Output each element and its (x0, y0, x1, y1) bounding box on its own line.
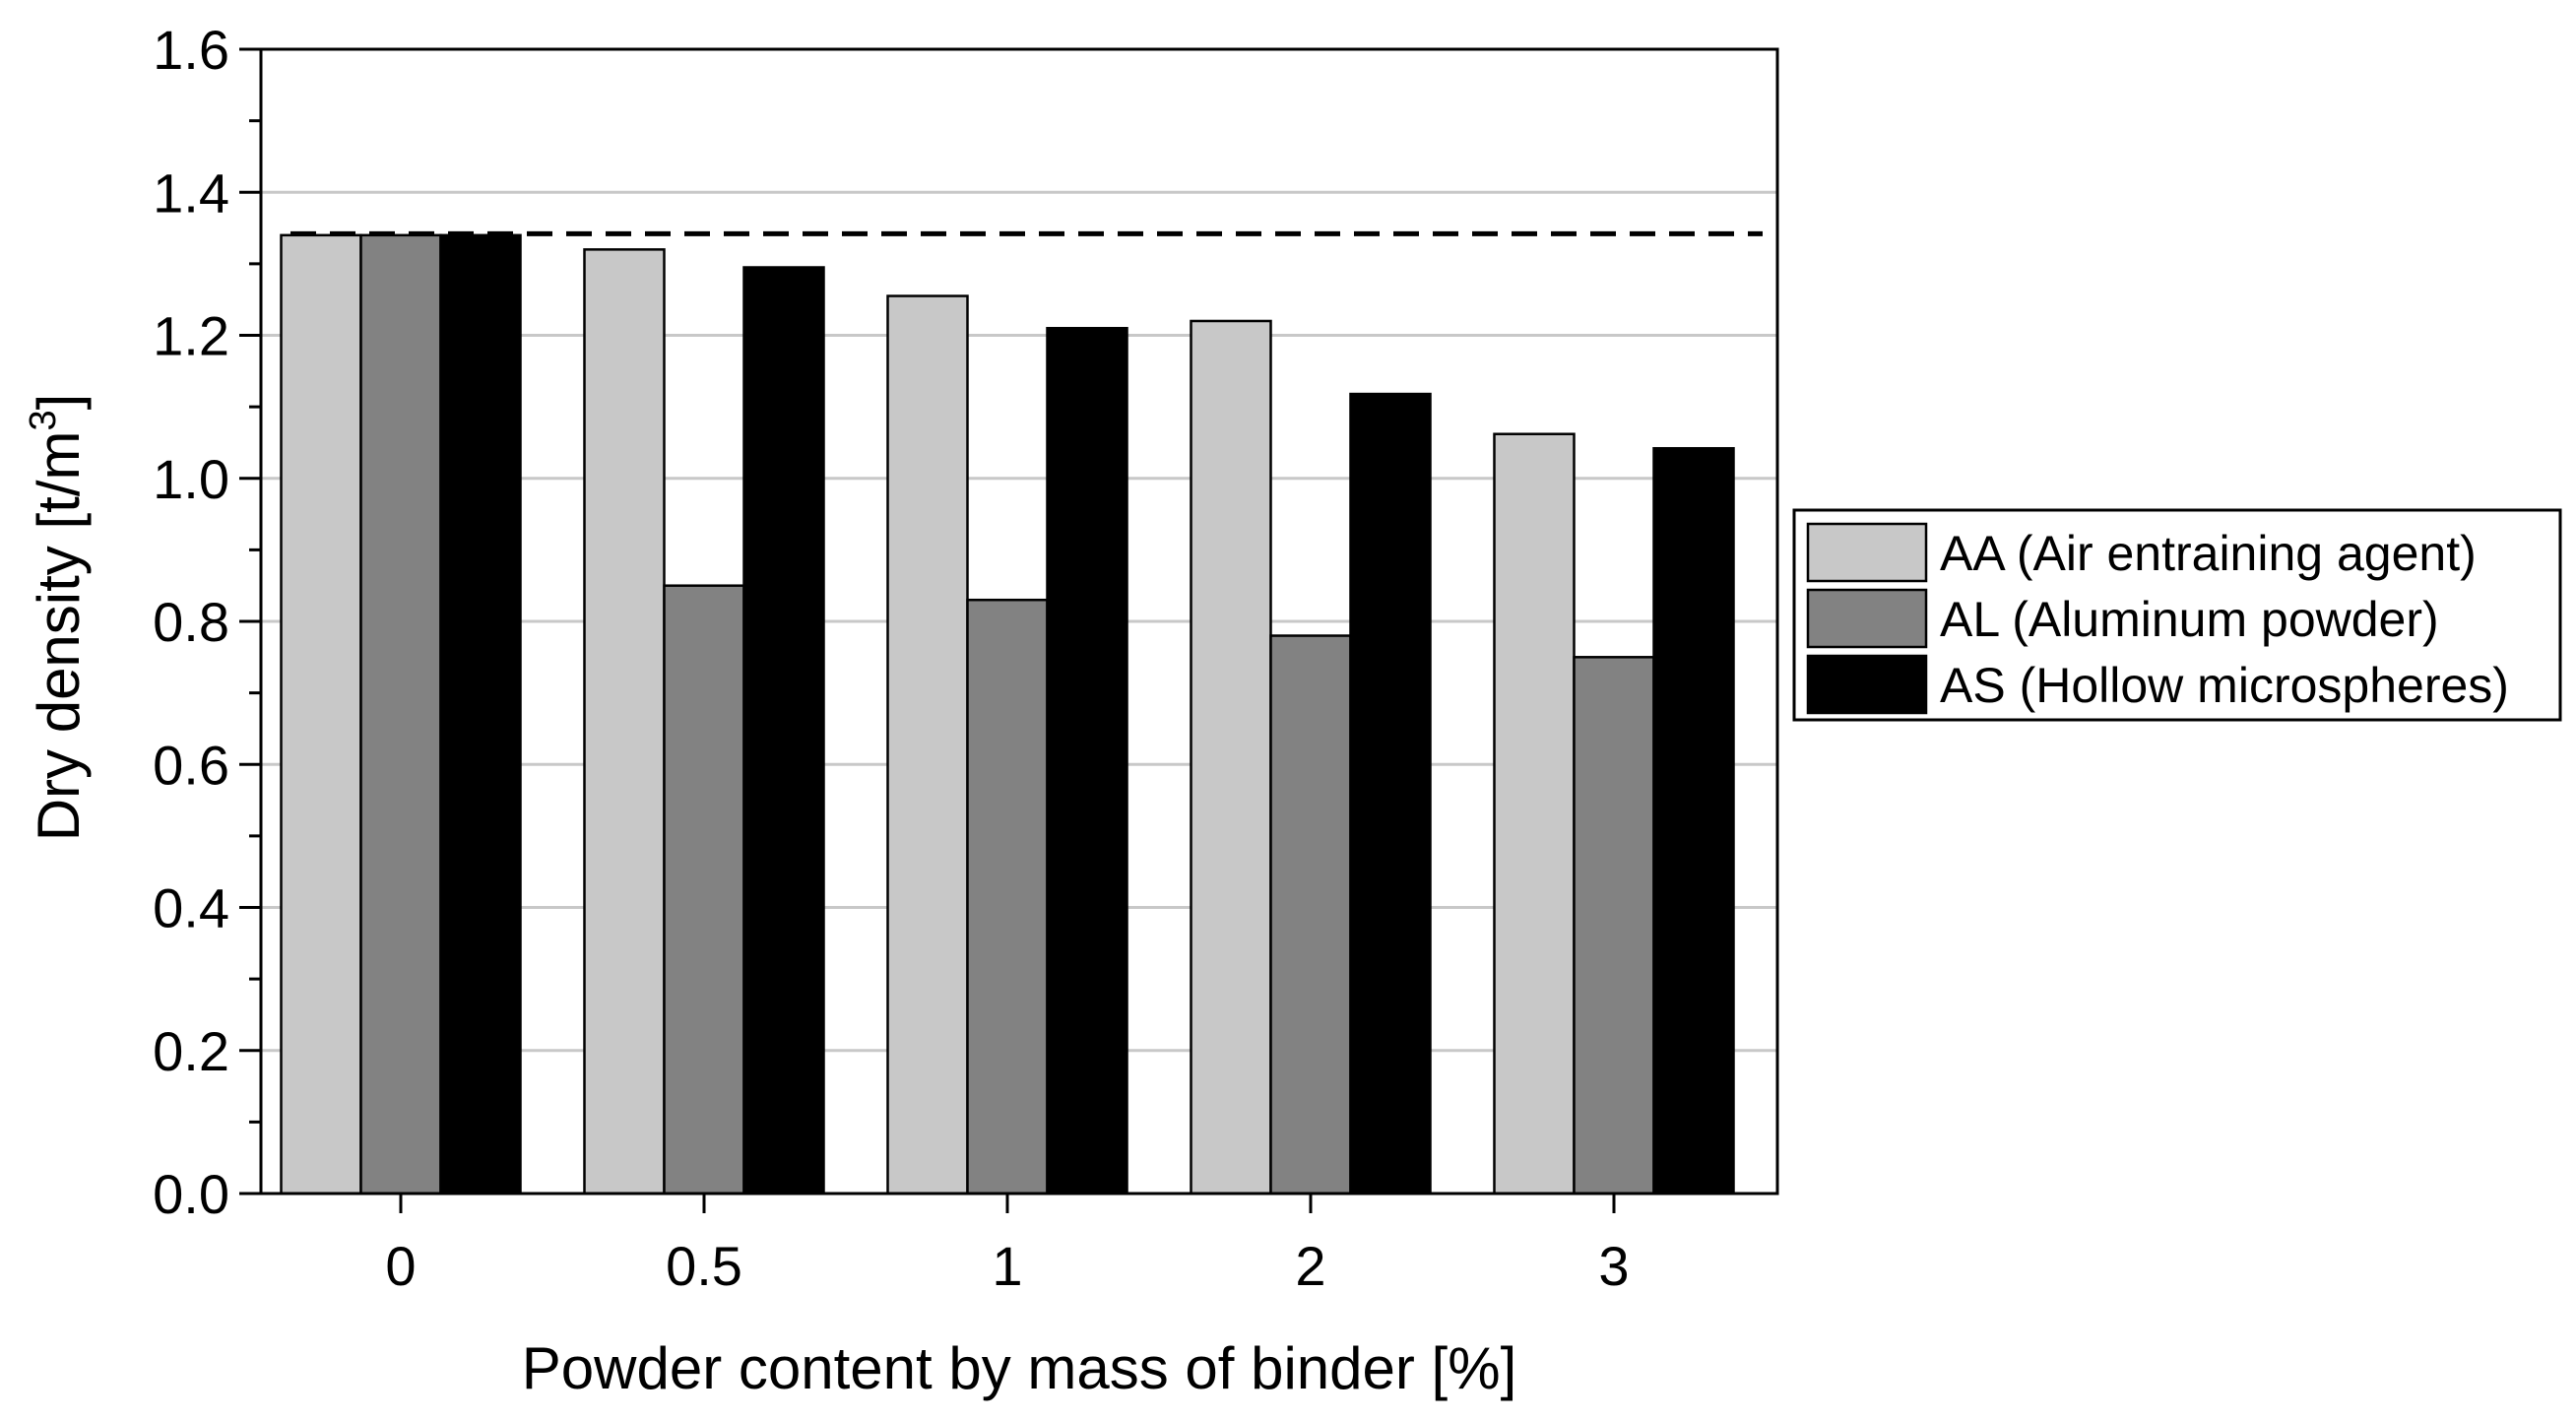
y-axis-title-superscript: 3 (23, 410, 64, 430)
y-axis-title-suffix: ] (26, 394, 92, 411)
y-axis-title: Dry density [t/m3] (23, 394, 92, 842)
y-axis-title-main: Dry density [t/m (26, 431, 92, 842)
bar-3-4 (1349, 392, 1432, 1195)
legend-label-1: AA (Air entraining agent) (1940, 526, 2477, 581)
tick-labels: 0.0 0.2 0.4 0.6 0.8 1.0 1.2 1.4 1.6 0 0.5 1 2 3 (153, 19, 1629, 1297)
bar-2-4 (1269, 634, 1352, 1195)
x-tick-label-2: 1 (992, 1235, 1022, 1297)
legend: AA (Air entraining agent) AL (Aluminum po… (1792, 508, 2562, 722)
legend-label-3: AS (Hollow microspheres) (1940, 658, 2509, 713)
bars (280, 233, 1735, 1195)
y-tick-label-8: 1.6 (153, 19, 229, 81)
x-tick-label-4: 3 (1598, 1235, 1629, 1297)
legend-swatch-2 (1806, 588, 1928, 649)
bar-3-3 (1046, 326, 1128, 1195)
y-tick-label-3: 0.6 (153, 734, 229, 796)
y-tick-label-1: 0.2 (153, 1020, 229, 1082)
y-tick-label-2: 0.4 (153, 877, 229, 939)
legend-swatch-1 (1806, 522, 1928, 583)
bar-1-4 (1190, 319, 1272, 1195)
y-tick-label-5: 1.0 (153, 448, 229, 510)
bar-3-1 (439, 233, 522, 1195)
legend-swatch-3 (1806, 654, 1928, 715)
y-tick-label-4: 0.8 (153, 591, 229, 653)
x-tick-label-0: 0 (385, 1235, 416, 1297)
x-tick-label-3: 2 (1295, 1235, 1325, 1297)
bar-2-1 (359, 233, 442, 1195)
axes (239, 47, 1779, 1213)
y-tick-label-0: 0.0 (153, 1163, 229, 1225)
legend-items: AA (Air entraining agent) AL (Aluminum po… (1806, 522, 2509, 715)
bar-1-1 (280, 233, 362, 1195)
y-tick-label-6: 1.2 (153, 305, 229, 367)
bar-1-5 (1493, 432, 1576, 1195)
legend-label-2: AL (Aluminum powder) (1940, 592, 2439, 647)
x-axis-title: Powder content by mass of binder [%] (522, 1335, 1517, 1401)
bar-3-5 (1652, 446, 1735, 1195)
bar-2-5 (1573, 656, 1655, 1195)
x-tick-label-1: 0.5 (666, 1235, 742, 1297)
bar-3-2 (742, 266, 825, 1195)
y-tick-label-7: 1.4 (153, 161, 229, 224)
bar-1-2 (583, 248, 666, 1195)
bar-1-3 (886, 294, 969, 1195)
bar-2-3 (966, 598, 1049, 1195)
bar-2-2 (663, 584, 745, 1195)
